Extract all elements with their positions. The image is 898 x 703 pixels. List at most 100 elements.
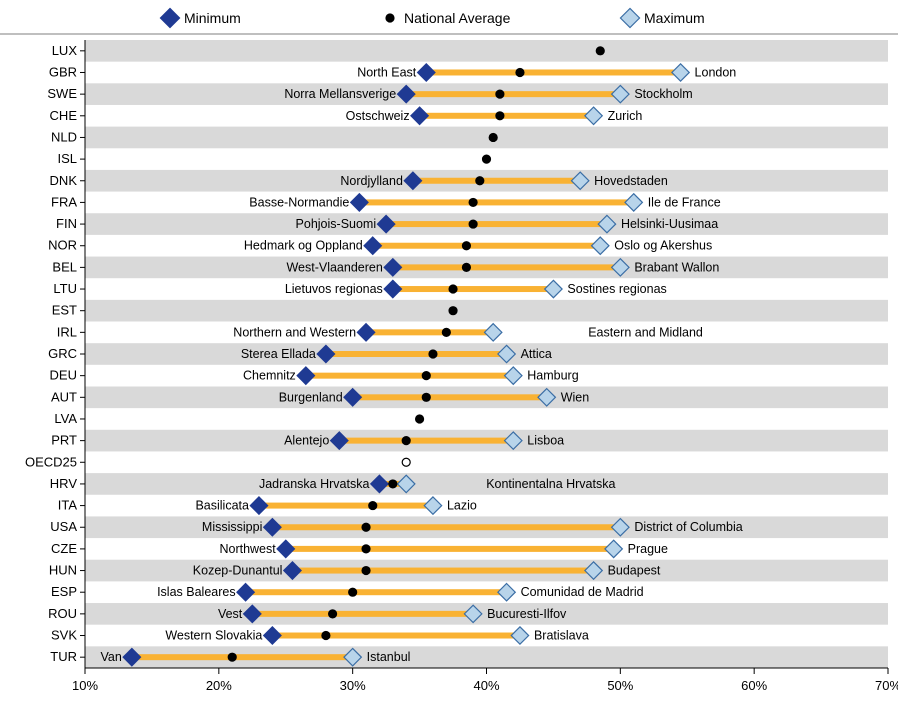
avg-marker — [596, 47, 604, 55]
min-label: Burgenland — [279, 390, 343, 404]
min-label: Norra Mellansverige — [284, 87, 396, 101]
avg-marker — [449, 307, 457, 315]
max-label: Eastern and Midland — [588, 325, 703, 339]
y-category-label: LUX — [52, 43, 78, 58]
y-category-label: ROU — [48, 606, 77, 621]
x-tick-label: 10% — [72, 678, 98, 693]
range-bar — [272, 524, 620, 530]
min-label: Western Slovakia — [165, 629, 262, 643]
max-label: London — [695, 65, 737, 79]
range-bar — [406, 91, 620, 97]
x-tick-label: 40% — [473, 678, 499, 693]
max-label: Sostines regionas — [567, 282, 666, 296]
avg-marker — [469, 198, 477, 206]
max-label: Bucuresti-Ilfov — [487, 607, 567, 621]
min-label: Kozep-Dunantul — [193, 564, 283, 578]
range-bar — [246, 589, 507, 595]
min-label: Islas Baleares — [157, 585, 236, 599]
y-category-label: OECD25 — [25, 454, 77, 469]
min-label: Sterea Ellada — [241, 347, 316, 361]
avg-marker — [362, 567, 370, 575]
avg-marker — [416, 415, 424, 423]
range-bar — [413, 178, 580, 184]
avg-marker — [402, 458, 410, 466]
avg-marker — [228, 653, 236, 661]
range-bar — [420, 113, 594, 119]
range-bar — [259, 503, 433, 509]
avg-marker — [442, 328, 450, 336]
min-label: Ostschweiz — [346, 109, 410, 123]
range-bar — [272, 633, 520, 639]
y-category-label: DNK — [50, 173, 78, 188]
max-label: Oslo og Akershus — [614, 239, 712, 253]
range-bar — [252, 611, 473, 617]
x-tick-label: 20% — [206, 678, 232, 693]
avg-marker — [462, 263, 470, 271]
max-label: Hovedstaden — [594, 174, 668, 188]
y-category-label: ITA — [58, 498, 78, 513]
y-category-label: CZE — [51, 541, 77, 556]
max-label: Budapest — [608, 564, 661, 578]
legend-marker — [386, 14, 394, 22]
range-bar — [306, 373, 513, 379]
y-category-label: USA — [50, 519, 77, 534]
y-category-label: HUN — [49, 563, 77, 578]
y-category-label: SWE — [47, 86, 77, 101]
range-bar — [386, 221, 607, 227]
y-category-label: FRA — [51, 194, 77, 209]
avg-marker — [369, 502, 377, 510]
avg-marker — [322, 632, 330, 640]
avg-marker — [349, 588, 357, 596]
min-label: Northern and Western — [233, 325, 356, 339]
y-category-label: EST — [52, 303, 77, 318]
range-bar — [426, 69, 680, 75]
max-label: District of Columbia — [634, 520, 742, 534]
max-label: Attica — [521, 347, 552, 361]
range-bar — [292, 568, 593, 574]
y-category-label: GRC — [48, 346, 77, 361]
y-category-label: ESP — [51, 584, 77, 599]
y-category-label: GBR — [49, 64, 77, 79]
avg-marker — [422, 393, 430, 401]
x-tick-label: 30% — [340, 678, 366, 693]
max-label: Comunidad de Madrid — [521, 585, 644, 599]
min-label: Basilicata — [195, 499, 249, 513]
min-label: Van — [101, 650, 122, 664]
avg-marker — [489, 133, 497, 141]
max-label: Zurich — [608, 109, 643, 123]
min-label: Alentejo — [284, 434, 329, 448]
max-label: Kontinentalna Hrvatska — [486, 477, 615, 491]
min-label: Pohjois-Suomi — [296, 217, 377, 231]
min-label: Northwest — [219, 542, 276, 556]
avg-marker — [362, 523, 370, 531]
avg-marker — [516, 68, 524, 76]
chart-container: 10%20%30%40%50%60%70%LUXGBRSWECHENLDISLD… — [0, 0, 898, 703]
y-category-label: NOR — [48, 238, 77, 253]
y-category-label: LTU — [53, 281, 77, 296]
max-label: Bratislava — [534, 629, 589, 643]
max-label: Lazio — [447, 499, 477, 513]
max-label: Istanbul — [367, 650, 411, 664]
x-tick-label: 70% — [875, 678, 898, 693]
y-category-label: ISL — [57, 151, 77, 166]
avg-marker — [449, 285, 457, 293]
legend-label: National Average — [404, 10, 511, 26]
range-bar — [393, 286, 554, 292]
avg-marker — [329, 610, 337, 618]
max-label: Brabant Wallon — [634, 260, 719, 274]
avg-marker — [429, 350, 437, 358]
y-category-label: BEL — [52, 259, 77, 274]
range-bar — [359, 199, 633, 205]
max-label: Prague — [628, 542, 668, 556]
y-category-label: FIN — [56, 216, 77, 231]
max-label: Wien — [561, 390, 590, 404]
y-category-label: HRV — [50, 476, 78, 491]
y-category-label: LVA — [54, 411, 77, 426]
y-category-label: AUT — [51, 389, 77, 404]
range-bar — [286, 546, 614, 552]
y-category-label: CHE — [50, 108, 78, 123]
y-category-label: SVK — [51, 628, 77, 643]
x-tick-label: 60% — [741, 678, 767, 693]
range-bar — [339, 438, 513, 444]
x-tick-label: 50% — [607, 678, 633, 693]
